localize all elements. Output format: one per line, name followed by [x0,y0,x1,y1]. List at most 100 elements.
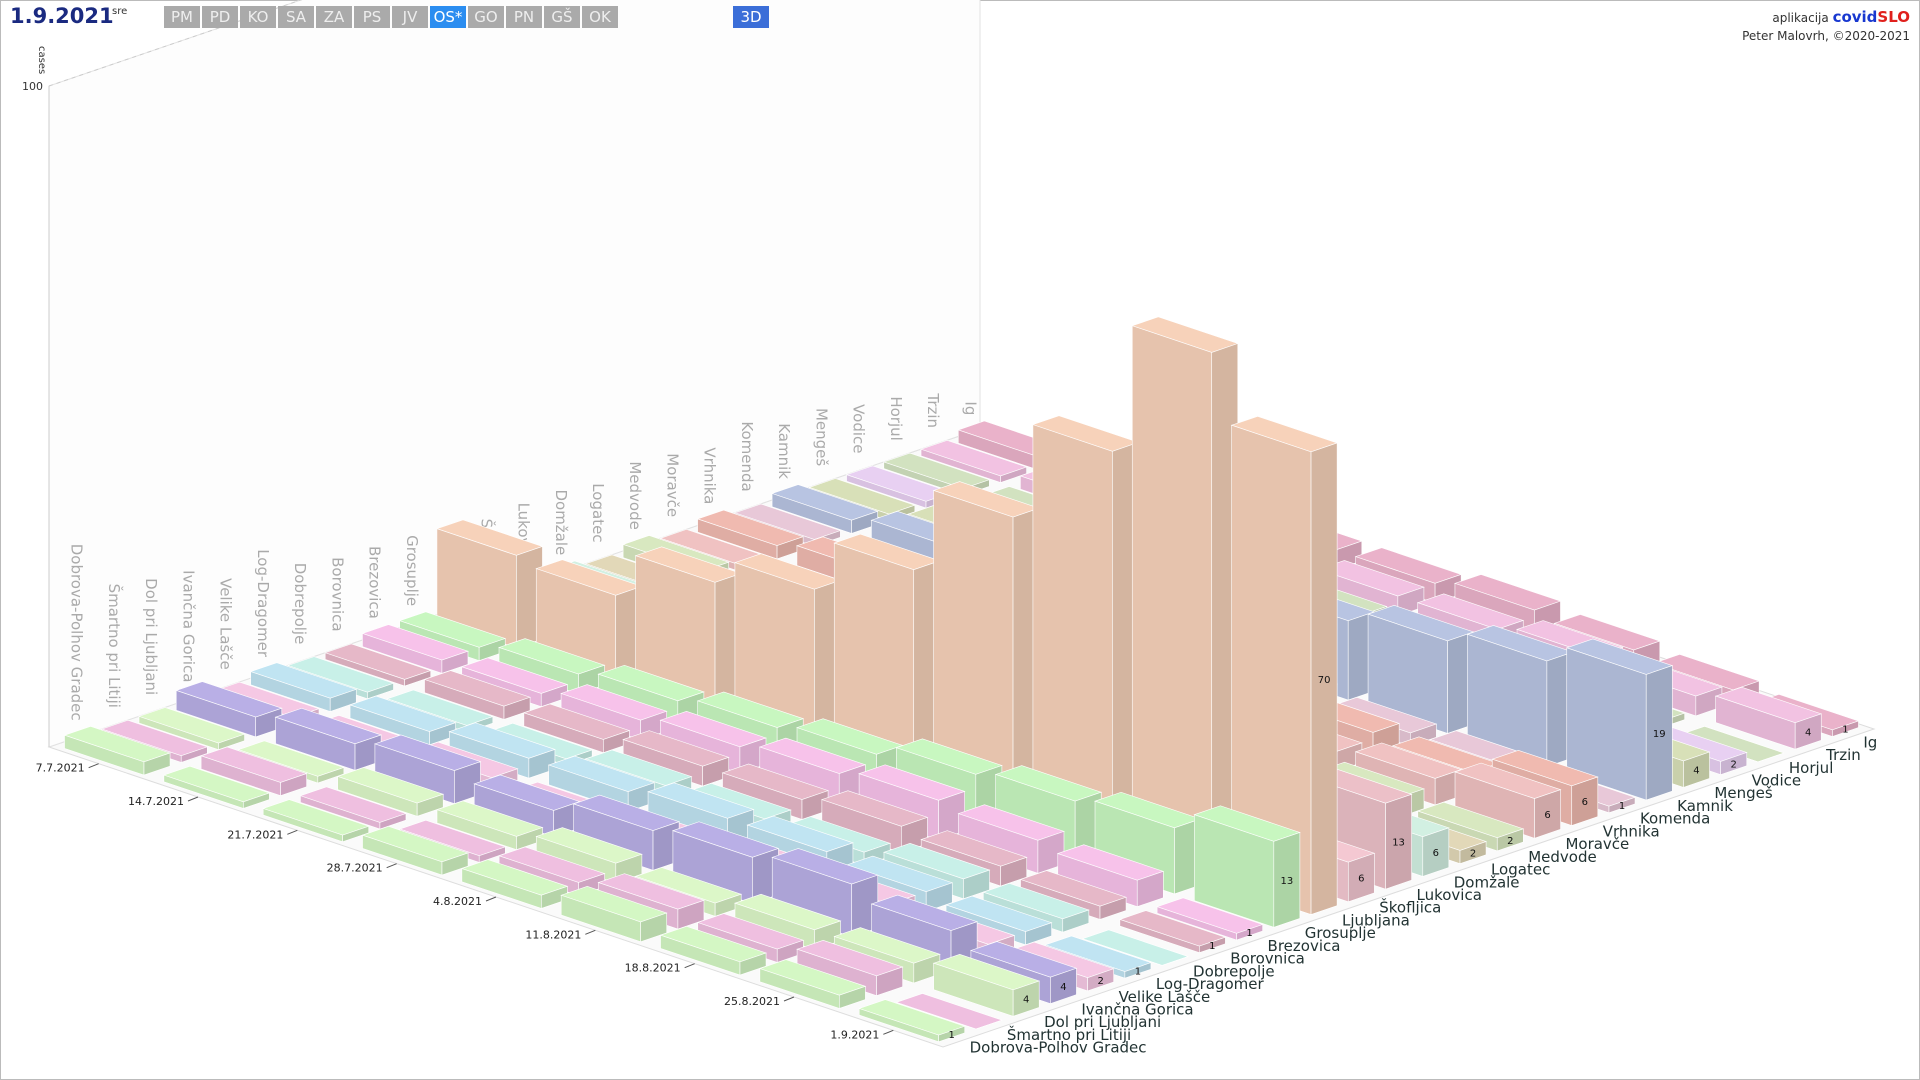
bar-front [404,670,432,687]
data-label: 13 [1392,838,1405,849]
bar-front [801,790,829,820]
bar-front [1757,752,1785,763]
region-button[interactable]: PD [202,6,238,28]
bar-front [714,893,742,917]
region-button[interactable]: GŠ [544,6,580,28]
z-tick-label: 100 [22,80,43,93]
bar-front [1347,852,1375,903]
bar-front [1608,796,1636,814]
bar-front [528,749,556,779]
bar-front [975,1019,1003,1030]
bar-front [1496,828,1524,852]
region-button[interactable]: ZA [316,6,352,28]
bar-front [1385,793,1412,890]
bar-front [1000,856,1028,887]
region-button[interactable]: PN [506,6,542,28]
category-label: Dol pri Ljubljani [1044,1013,1161,1031]
data-label: 19 [1653,729,1666,740]
wall-category-label: Dol pri Ljubljani [142,578,160,695]
data-label: 6 [1544,810,1550,821]
wall-category-label: Logatec [589,483,607,542]
x-tick-label: 7.7.2021 [36,762,85,775]
bar-front [1037,830,1065,874]
bar [262,799,370,843]
bar [373,734,482,805]
bar [833,533,941,782]
category-label: Kamnik [1677,797,1733,815]
bar-front [342,825,370,843]
region-button[interactable]: GO [468,6,504,28]
category-label: Logatec [1491,861,1550,879]
bar-front [180,746,208,763]
bar [299,786,407,830]
bar [858,999,966,1043]
region-button[interactable]: OS* [430,6,466,28]
wall-category-label: Log-Dragomer [254,549,272,658]
region-button[interactable]: PS [354,6,390,28]
bar-front [1720,752,1748,776]
bar [547,755,656,812]
bar [324,643,432,687]
category-label: Brezovica [1268,937,1341,955]
data-label: 4 [1060,982,1066,993]
x-tick [187,796,199,802]
wall-category-label: Ivančna Gorica [179,570,197,682]
bar-front [218,733,245,751]
bar-front [540,684,568,708]
x-tick [585,929,596,935]
wall-category-label: Medvode [626,461,644,530]
data-label: 2 [1097,976,1103,987]
bar [771,484,879,534]
category-label: Trzin [1825,746,1861,764]
bar-front [776,939,804,963]
wall-category-label: Vrhnika [701,447,719,504]
data-label: 1 [1246,928,1252,939]
data-label: 6 [1358,874,1364,885]
data-label: 4 [1693,766,1699,777]
bar-front [1645,665,1673,801]
bar [435,519,544,649]
bar-front [255,707,283,738]
bar-front [627,782,655,812]
bar [1230,415,1339,915]
bar-front [367,682,394,700]
wall-category-label: Komenda [738,421,756,491]
wall-category-label: Moravče [663,453,681,517]
x-tick-label: 21.7.2021 [227,828,283,841]
data-label: 13 [1280,876,1293,887]
app-prefix: aplikacija [1772,11,1829,25]
region-button[interactable]: JV [392,6,428,28]
data-label: 6 [1433,848,1439,859]
bar [1056,844,1165,908]
bar [1367,604,1475,734]
region-button[interactable]: SA [278,6,314,28]
bar-front [1161,956,1189,966]
region-buttons: PM PD KO SA ZA PS JV OS* GO PN GŠ OK [164,6,618,28]
region-button[interactable]: PM [164,6,200,28]
bar [336,767,445,817]
bar [671,821,780,905]
bar-front [329,688,357,712]
data-label: 1 [1209,941,1215,952]
bar-front [143,752,171,776]
bar [361,825,469,876]
bar-front [851,510,878,534]
date: 1.9.2021 [10,4,114,28]
x-tick [684,963,695,969]
wall-category-label: Trzin [924,392,942,428]
bar-front [1099,896,1127,920]
bar-front [938,1025,966,1043]
bar [1081,929,1190,966]
bar-front [541,885,568,909]
bar-front [739,952,767,976]
bar [460,859,569,909]
bar-front [876,966,903,997]
bar [1466,625,1574,768]
wall-category-label: Brezovica [366,546,384,619]
bar-front [503,696,531,720]
region-button[interactable]: KO [240,6,276,28]
x-tick-label: 14.7.2021 [128,795,184,808]
x-tick [88,763,99,769]
mode-button[interactable]: 3D [733,6,769,28]
region-button[interactable]: OK [582,6,618,28]
